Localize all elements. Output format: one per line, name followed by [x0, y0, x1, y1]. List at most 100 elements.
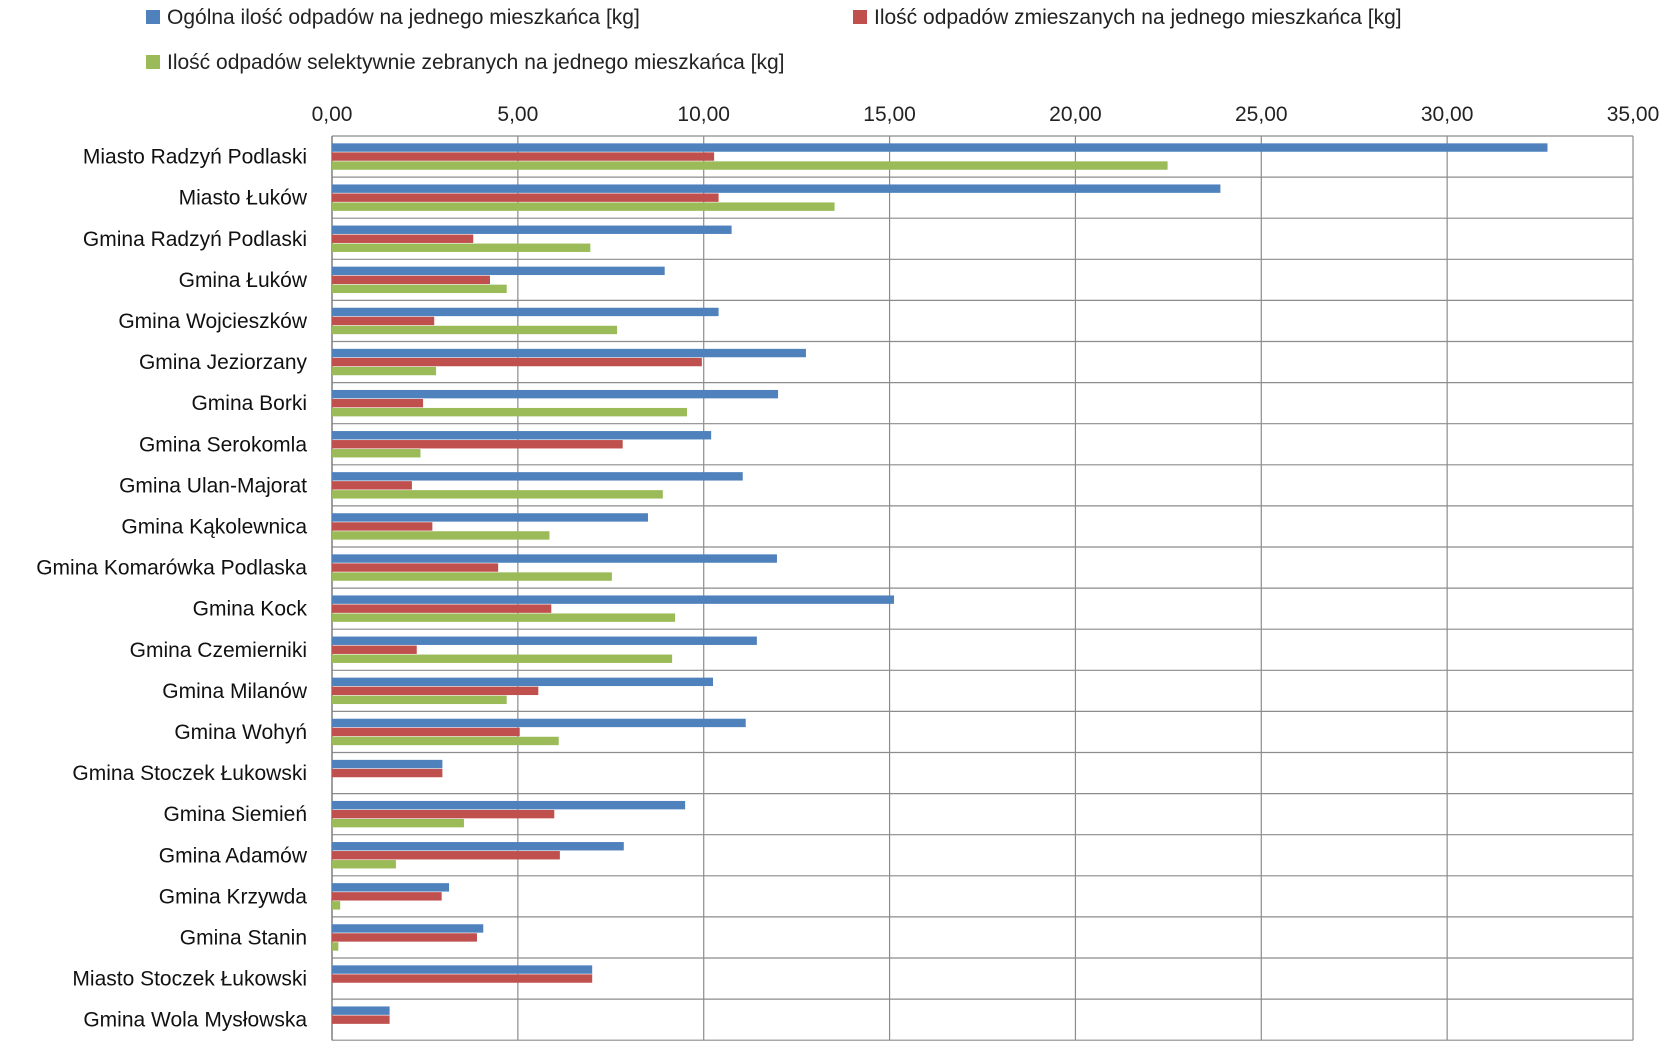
bar — [332, 366, 437, 376]
category-label: Gmina Jeziorzany — [139, 351, 308, 374]
legend-swatch — [146, 10, 160, 24]
x-tick-label: 35,00 — [1607, 103, 1660, 126]
legend-swatch — [146, 55, 160, 69]
category-label: Miasto Stoczek Łukowski — [72, 968, 307, 991]
bar — [332, 736, 559, 746]
category-label: Miasto Radzyń Podlaski — [83, 146, 307, 169]
legend-swatch — [853, 10, 867, 24]
category-label: Gmina Siemień — [163, 803, 307, 826]
category-label: Gmina Kąkolewnica — [121, 515, 307, 538]
bar — [332, 563, 499, 572]
bar — [332, 316, 435, 326]
bar — [332, 818, 464, 828]
bar — [332, 431, 712, 440]
bar — [332, 202, 835, 211]
bar — [332, 613, 676, 622]
y-axis-categories: Miasto Radzyń Podlaski Miasto Łuków Gmina … — [36, 146, 308, 1032]
category-label: Gmina Kock — [193, 598, 308, 621]
category-label: Gmina Milanów — [162, 680, 308, 703]
bar — [332, 513, 648, 522]
category-label: Miasto Łuków — [179, 187, 308, 210]
bar — [332, 809, 555, 819]
x-tick-label: 30,00 — [1421, 103, 1474, 126]
bar — [332, 490, 663, 499]
bar — [332, 718, 746, 728]
category-label: Gmina Czemierniki — [130, 639, 307, 662]
category-label: Gmina Stoczek Łukowski — [72, 762, 307, 785]
bar — [332, 472, 743, 481]
bar — [332, 389, 779, 399]
chart-gridlines — [331, 135, 1634, 1041]
bar — [332, 759, 443, 769]
bar — [332, 522, 433, 531]
category-label: Gmina Wojcieszków — [118, 310, 307, 333]
bar — [332, 572, 612, 581]
legend-label: Ilość odpadów zmieszanych na jednego mie… — [874, 6, 1402, 29]
category-label: Gmina Adamów — [159, 844, 308, 867]
bar — [332, 357, 702, 367]
x-tick-label: 10,00 — [677, 103, 730, 126]
category-label: Gmina Stanin — [180, 926, 307, 949]
bar — [332, 440, 623, 449]
bar — [332, 307, 719, 317]
bar — [332, 942, 339, 951]
bar — [332, 636, 757, 645]
bar — [332, 284, 507, 294]
bar — [332, 645, 417, 654]
x-axis-ticks: 0,00 5,00 10,00 15,00 20,00 25,00 30,00 35,00 — [312, 103, 1660, 126]
category-label: Gmina Łuków — [179, 269, 308, 292]
bar — [332, 152, 715, 161]
bar — [332, 851, 560, 860]
bar — [332, 325, 618, 335]
x-tick-label: 15,00 — [863, 103, 916, 126]
category-label: Gmina Krzywda — [159, 885, 308, 908]
bar — [332, 901, 341, 910]
x-tick-label: 20,00 — [1049, 103, 1102, 126]
bar — [332, 531, 550, 540]
legend-label: Ilość odpadów selektywnie zebranych na j… — [167, 51, 785, 74]
bar — [332, 677, 714, 687]
bar — [332, 686, 539, 696]
bar — [332, 604, 552, 613]
bar — [332, 1006, 390, 1015]
bar — [332, 243, 591, 252]
category-label: Gmina Serokomla — [139, 433, 307, 456]
bar — [332, 654, 673, 663]
bar — [332, 225, 732, 234]
bar — [332, 800, 686, 810]
bar — [332, 974, 593, 983]
bar — [332, 184, 1221, 193]
bar — [332, 234, 474, 243]
x-tick-label: 0,00 — [312, 103, 353, 126]
bar — [332, 348, 806, 358]
bar — [332, 481, 412, 490]
bar — [332, 860, 396, 869]
bar — [332, 768, 443, 778]
bar — [332, 727, 520, 737]
bar — [332, 924, 484, 933]
bar — [332, 143, 1548, 152]
bar — [332, 407, 687, 417]
bar — [332, 1015, 390, 1024]
bar — [332, 842, 624, 851]
category-label: Gmina Radzyń Podlaski — [83, 228, 307, 251]
bar — [332, 193, 719, 202]
bar — [332, 398, 424, 408]
bar — [332, 595, 895, 604]
bar — [332, 275, 490, 285]
bar — [332, 161, 1168, 170]
category-label: Gmina Wohyń — [174, 721, 307, 744]
bar — [332, 933, 477, 942]
bar — [332, 883, 450, 892]
x-tick-label: 5,00 — [497, 103, 538, 126]
bar — [332, 892, 442, 901]
category-label: Gmina Komarówka Podlaska — [36, 557, 307, 580]
bar — [332, 695, 507, 705]
bar — [332, 449, 421, 458]
category-label: Gmina Borki — [191, 392, 307, 415]
bar — [332, 266, 665, 276]
legend-label: Ogólna ilość odpadów na jednego mieszkań… — [167, 6, 640, 29]
category-label: Gmina Wola Mysłowska — [83, 1009, 307, 1032]
